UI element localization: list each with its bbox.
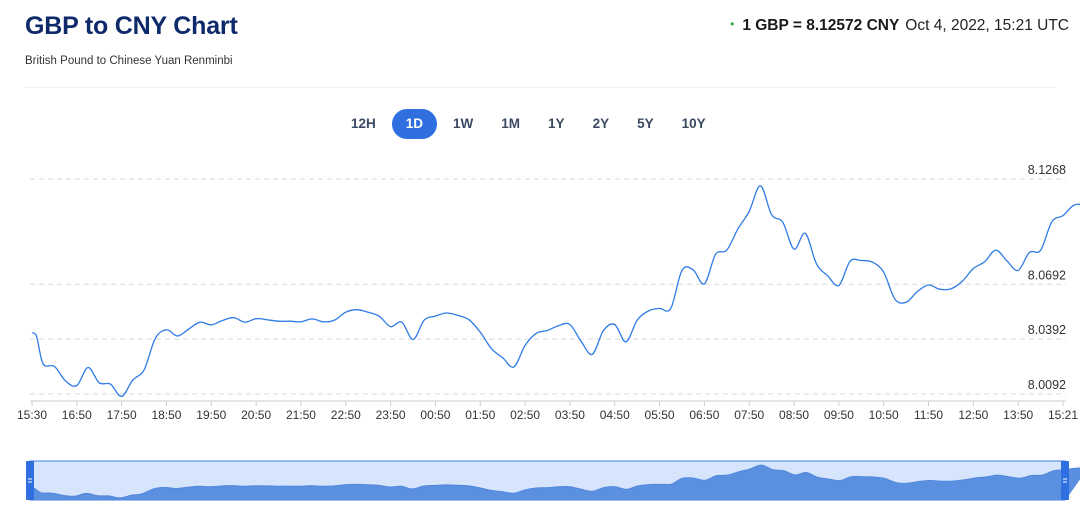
range-tabs: 12H 1D 1W 1M 1Y 2Y 5Y 10Y [339,109,722,139]
rate-timestamp: Oct 4, 2022, 15:21 UTC [905,17,1069,34]
rate-line-series [31,185,1080,398]
x-tick-label: 18:50 [151,408,181,422]
range-tab-10y[interactable]: 10Y [681,116,706,131]
navigator-area-series [29,464,1080,501]
x-tick-label: 07:50 [734,408,764,422]
x-tick-label: 10:50 [869,408,899,422]
range-tab-2y[interactable]: 2Y [592,116,610,131]
range-tab-1y[interactable]: 1Y [548,116,565,131]
range-tab-5y[interactable]: 5Y [637,116,654,131]
x-tick-label: 20:50 [241,408,271,422]
x-tick-label: 08:50 [779,408,809,422]
range-tab-12h[interactable]: 12H [351,116,376,131]
range-tab-1d[interactable]: 1D [391,109,438,139]
current-rate: • 1 GBP = 8.12572 CNY Oct 4, 2022, 15:21 U… [730,17,1069,35]
x-tick-label: 11:50 [914,408,943,422]
navigator-left-handle[interactable] [26,461,34,500]
y-tick-label: 8.0092 [1028,378,1066,392]
x-tick-label: 13:50 [1003,408,1033,422]
x-tick-label: 19:50 [196,408,226,422]
x-tick-label: 16:50 [62,408,92,422]
y-tick-label: 8.1268 [1028,163,1066,177]
x-tick-label: 23:50 [376,408,406,422]
header-divider [25,87,1055,88]
x-tick-label: 12:50 [958,408,988,422]
x-tick-label: 03:50 [555,408,585,422]
x-tick-label: 05:50 [645,408,675,422]
x-tick-label: 01:50 [465,408,495,422]
rate-value: 1 GBP = 8.12572 CNY [742,17,900,34]
x-tick-label: 17:50 [107,408,137,422]
navigator-right-handle[interactable] [1061,461,1069,500]
x-tick-label: 09:50 [824,408,854,422]
range-tab-1m[interactable]: 1M [501,116,521,131]
range-tab-1w[interactable]: 1W [453,116,474,131]
x-tick-label: 00:50 [420,408,450,422]
y-tick-label: 8.0692 [1028,268,1066,282]
x-tick-label: 06:50 [689,408,719,422]
live-indicator-icon: • [730,17,735,31]
x-tick-label: 15:30 [17,408,47,422]
x-tick-label: 22:50 [331,408,361,422]
page-subtitle: British Pound to Chinese Yuan Renminbi [25,55,233,67]
x-tick-label: 21:50 [286,408,316,422]
y-tick-label: 8.0392 [1028,323,1066,337]
x-tick-label: 02:50 [510,408,540,422]
x-tick-label: 04:50 [600,408,630,422]
x-tick-label: 15:21 [1048,408,1078,422]
page-title: GBP to CNY Chart [25,12,238,40]
